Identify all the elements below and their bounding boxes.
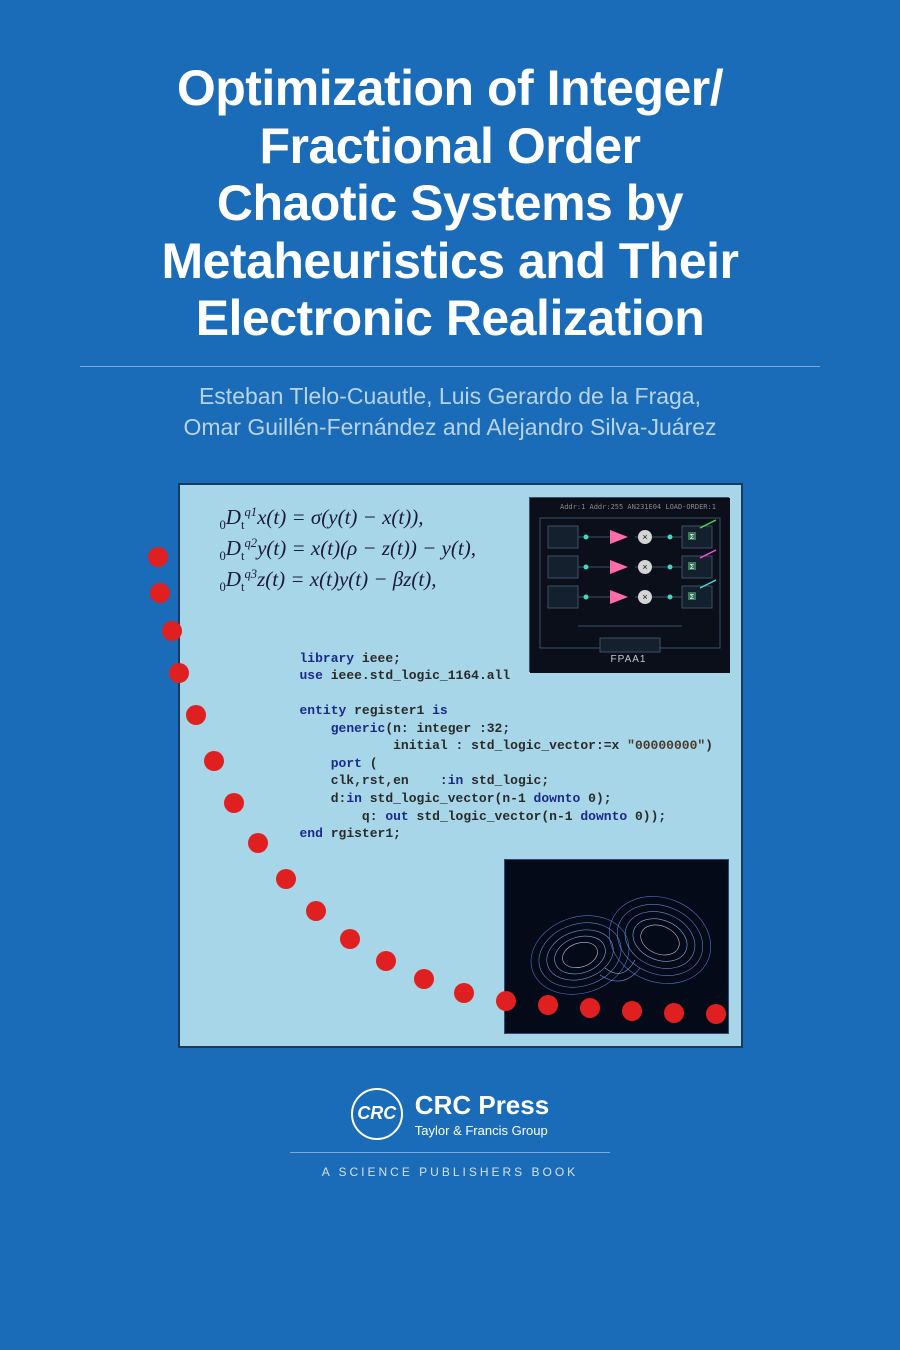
vhdl-code: library ieee; use ieee.std_logic_1164.al… <box>300 650 713 843</box>
crc-logo-circle: CRC <box>351 1088 403 1140</box>
publisher-name: CRC Press <box>415 1090 549 1121</box>
equation-1: 0Dtq1x(t) = σ(y(t) − x(t)), <box>220 503 476 534</box>
central-figure: 0Dtq1x(t) = σ(y(t) − x(t)), 0Dtq2y(t) = … <box>158 483 743 1048</box>
equation-2: 0Dtq2y(t) = x(t)(ρ − z(t)) − y(t), <box>220 534 476 565</box>
publisher-block: CRC CRC Press Taylor & Francis Group A S… <box>290 1088 610 1179</box>
svg-text:×: × <box>642 592 647 602</box>
circuit-svg: Addr:1 Addr:255 AN231E04 LOAD-ORDER:1 <box>530 498 730 673</box>
authors: Esteban Tlelo-Cuautle, Luis Gerardo de l… <box>183 381 716 443</box>
svg-text:Σ: Σ <box>689 594 694 601</box>
lorenz-attractor-inset <box>504 859 729 1034</box>
book-cover: Optimization of Integer/ Fractional Orde… <box>0 0 900 1350</box>
publisher-rule <box>290 1152 610 1153</box>
publisher-series: A SCIENCE PUBLISHERS BOOK <box>322 1165 578 1179</box>
crc-initials: CRC <box>357 1103 396 1124</box>
svg-text:Σ: Σ <box>689 534 694 541</box>
svg-text:Σ: Σ <box>689 564 694 571</box>
attractor-svg <box>505 860 729 1034</box>
scatter-dot <box>148 547 168 567</box>
publisher-tagline: Taylor & Francis Group <box>415 1123 549 1138</box>
svg-text:×: × <box>642 562 647 572</box>
publisher-text: CRC Press Taylor & Francis Group <box>415 1090 549 1138</box>
fpaa-circuit-inset: Addr:1 Addr:255 AN231E04 LOAD-ORDER:1 <box>529 497 729 672</box>
title-rule <box>80 366 820 367</box>
book-title: Optimization of Integer/ Fractional Orde… <box>161 60 738 348</box>
svg-text:Addr:1 Addr:255 AN231E04 LO: Addr:1 Addr:255 AN231E04 LOAD-ORDER:1 <box>560 503 716 511</box>
equation-3: 0Dtq3z(t) = x(t)y(t) − βz(t), <box>220 565 476 596</box>
lorenz-equations: 0Dtq1x(t) = σ(y(t) − x(t)), 0Dtq2y(t) = … <box>220 503 476 597</box>
figure-panel: 0Dtq1x(t) = σ(y(t) − x(t)), 0Dtq2y(t) = … <box>178 483 743 1048</box>
scatter-dot <box>150 583 170 603</box>
publisher-top: CRC CRC Press Taylor & Francis Group <box>351 1088 549 1140</box>
svg-text:×: × <box>642 532 647 542</box>
